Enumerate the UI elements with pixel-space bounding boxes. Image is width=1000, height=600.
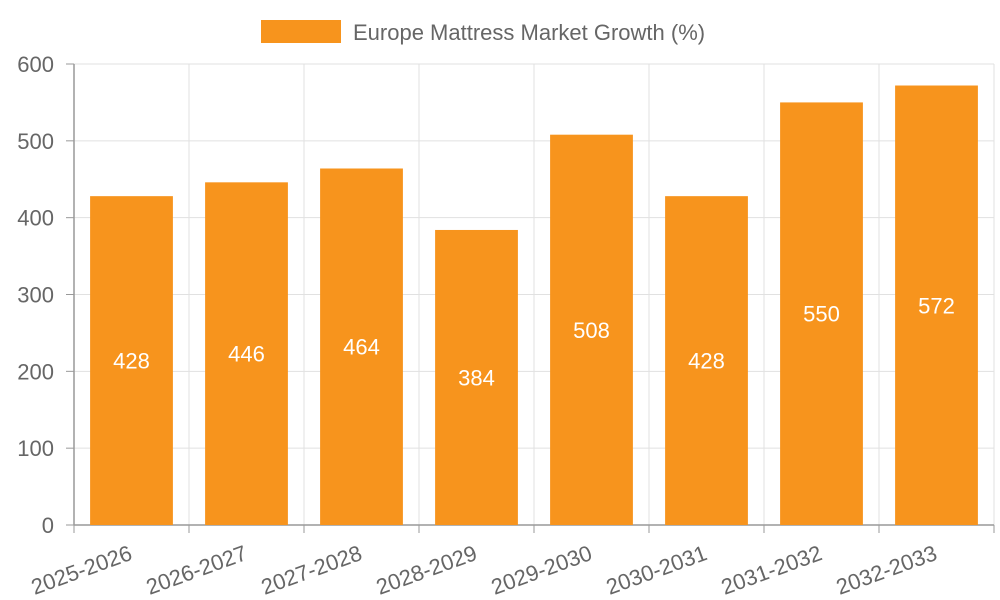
bar bbox=[435, 229, 518, 525]
y-tick-label: 400 bbox=[17, 206, 54, 231]
x-tick-label: 2032-2033 bbox=[833, 540, 940, 599]
y-axis-ticks: 0 100 200 300 400 500 600 bbox=[17, 52, 54, 538]
bar-value-label: 464 bbox=[343, 335, 380, 360]
bar bbox=[205, 182, 288, 525]
legend[interactable]: Europe Mattress Market Growth (%) bbox=[261, 20, 705, 45]
bar bbox=[550, 134, 633, 526]
bar-value-label: 446 bbox=[228, 342, 265, 367]
x-tick-label: 2030-2031 bbox=[603, 540, 710, 599]
bar-value-label: 572 bbox=[918, 293, 955, 318]
y-tick-label: 500 bbox=[17, 129, 54, 154]
bars bbox=[90, 85, 978, 526]
y-tick-label: 200 bbox=[17, 359, 54, 384]
bar-value-label: 384 bbox=[458, 365, 495, 390]
x-tick-label: 2025-2026 bbox=[28, 540, 135, 599]
x-tick-label: 2031-2032 bbox=[718, 540, 825, 599]
bar-value-label: 550 bbox=[803, 302, 840, 327]
bar bbox=[780, 102, 863, 526]
y-tick-label: 300 bbox=[17, 283, 54, 308]
x-axis-ticks: 2025-2026 2026-2027 2027-2028 2028-2029 2029… bbox=[28, 540, 940, 599]
bar bbox=[90, 196, 173, 526]
y-tick-label: 0 bbox=[42, 513, 54, 538]
bar bbox=[665, 196, 748, 526]
bar-value-label: 428 bbox=[113, 349, 150, 374]
x-tick-label: 2027-2028 bbox=[258, 540, 365, 599]
legend-swatch bbox=[261, 20, 341, 43]
x-tick-label: 2029-2030 bbox=[488, 540, 595, 599]
bar-value-label: 508 bbox=[573, 318, 610, 343]
x-tick-label: 2026-2027 bbox=[143, 540, 250, 599]
y-tick-label: 600 bbox=[17, 52, 54, 77]
legend-label: Europe Mattress Market Growth (%) bbox=[353, 20, 705, 45]
data-labels: 428 446 464 384 508 428 550 572 bbox=[113, 293, 955, 390]
bar bbox=[895, 85, 978, 525]
y-tick-label: 100 bbox=[17, 436, 54, 461]
x-tick-label: 2028-2029 bbox=[373, 540, 480, 599]
bar-value-label: 428 bbox=[688, 349, 725, 374]
bar bbox=[320, 168, 403, 525]
